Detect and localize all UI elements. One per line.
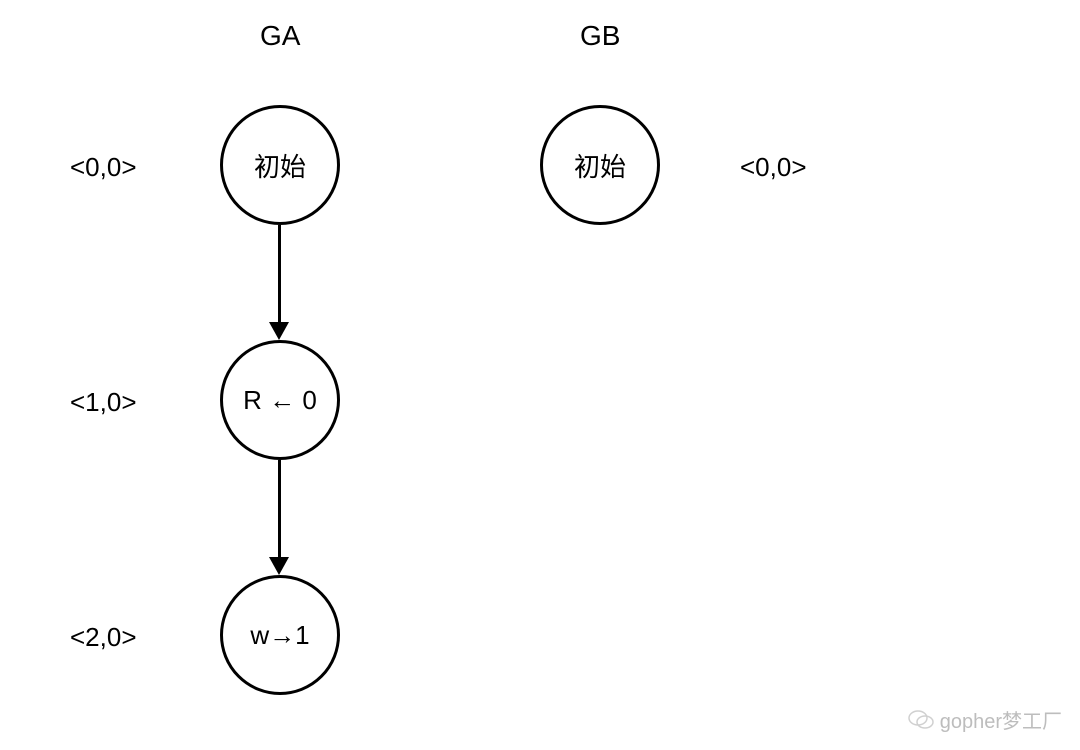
watermark-text: gopher梦工厂: [940, 705, 1062, 734]
state-label-ga1: <1,0>: [70, 387, 137, 418]
node-label: R ← 0: [243, 385, 317, 416]
state-label-gb0: <0,0>: [740, 152, 807, 183]
node-ga-write: w→1: [220, 575, 340, 695]
node-gb-initial: 初始: [540, 105, 660, 225]
column-header-gb: GB: [580, 20, 620, 52]
arrowhead-icon: [269, 322, 289, 340]
edge-ga1-ga2: [278, 460, 281, 560]
node-ga-initial: 初始: [220, 105, 340, 225]
watermark: gopher梦工厂: [908, 705, 1062, 734]
column-header-ga: GA: [260, 20, 300, 52]
node-label: 初始: [574, 147, 626, 184]
node-ga-read: R ← 0: [220, 340, 340, 460]
state-label-ga2: <2,0>: [70, 622, 137, 653]
arrowhead-icon: [269, 557, 289, 575]
edge-ga0-ga1: [278, 225, 281, 325]
node-label: w→1: [250, 620, 309, 651]
chat-bubble-icon: [908, 709, 934, 731]
node-label: 初始: [254, 147, 306, 184]
state-label-ga0: <0,0>: [70, 152, 137, 183]
